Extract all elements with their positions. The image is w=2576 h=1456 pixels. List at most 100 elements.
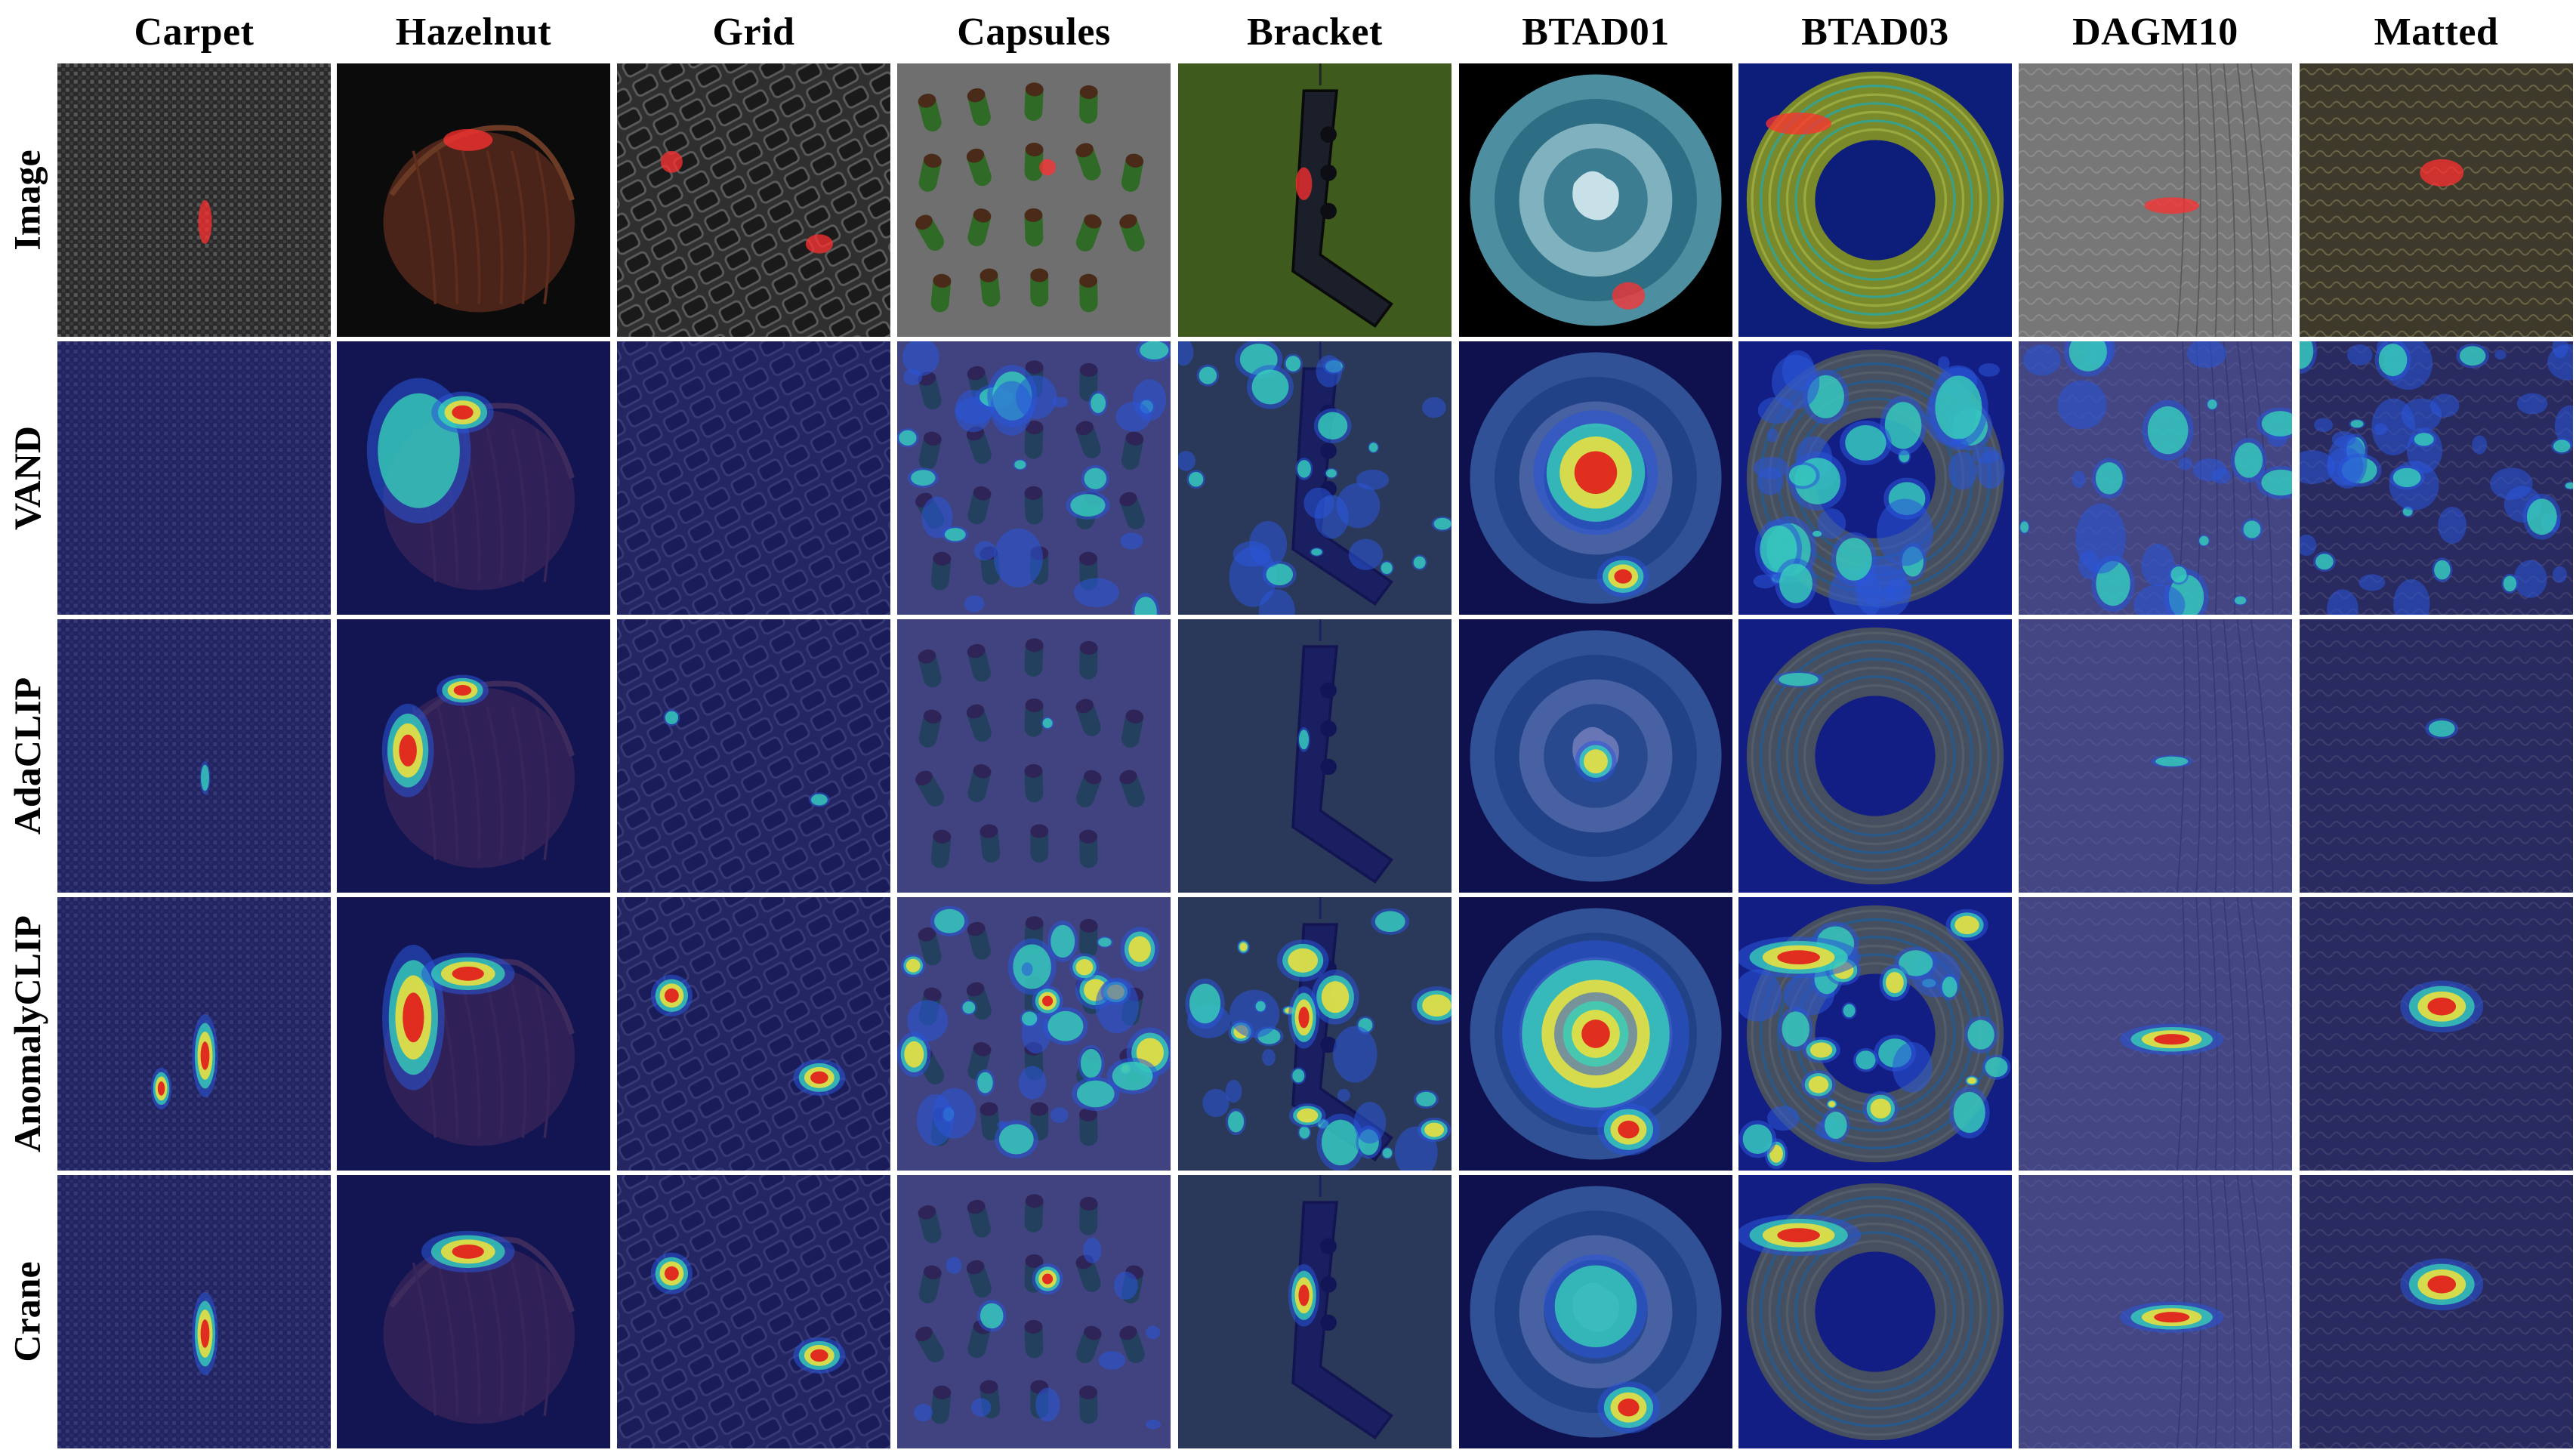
input-image-bracket (1178, 63, 1452, 337)
cell-adaclip-dagm10 (2019, 619, 2292, 893)
anomaly-map-grid (617, 1175, 890, 1448)
column-header-btad01: BTAD01 (1522, 10, 1670, 54)
cell-vand-capsules (897, 341, 1171, 615)
anomaly-map-btad03 (1738, 619, 2012, 893)
input-image-dagm10 (2019, 63, 2292, 337)
input-image-btad01 (1459, 63, 1732, 337)
anomaly-map-btad03 (1738, 341, 2012, 615)
cell-adaclip-btad01 (1459, 619, 1732, 893)
cell-image-grid (617, 63, 890, 337)
anomaly-map-capsules (897, 619, 1171, 893)
cell-image-matted (2300, 63, 2573, 337)
cell-image-capsules (897, 63, 1171, 337)
cell-adaclip-matted (2300, 619, 2573, 893)
anomaly-map-dagm10 (2019, 619, 2292, 893)
cell-crane-btad03 (1738, 1175, 2012, 1448)
cell-anomalyclip-btad01 (1459, 897, 1732, 1171)
row-label-text: Crane (6, 1261, 48, 1362)
anomaly-map-btad01 (1459, 897, 1732, 1171)
cell-anomalyclip-btad03 (1738, 897, 2012, 1171)
cell-vand-hazelnut (337, 341, 610, 615)
input-image-btad03 (1738, 63, 2012, 337)
input-image-grid (617, 63, 890, 337)
anomaly-map-btad01 (1459, 341, 1732, 615)
input-image-capsules (897, 63, 1171, 337)
cell-image-btad01 (1459, 63, 1732, 337)
anomaly-map-capsules (897, 1175, 1171, 1448)
cell-crane-dagm10 (2019, 1175, 2292, 1448)
row-label-anomalyclip: AnomalyCLIP (0, 897, 54, 1171)
anomaly-map-dagm10 (2019, 897, 2292, 1171)
cell-crane-hazelnut (337, 1175, 610, 1448)
anomaly-map-matted (2300, 1175, 2573, 1448)
anomaly-map-btad03 (1738, 897, 2012, 1171)
cell-vand-btad03 (1738, 341, 2012, 615)
column-header-hazelnut: Hazelnut (395, 10, 552, 54)
anomaly-map-matted (2300, 897, 2573, 1171)
cell-crane-matted (2300, 1175, 2573, 1448)
column-header-capsules: Capsules (957, 10, 1111, 54)
input-image-matted (2300, 63, 2573, 337)
cell-image-btad03 (1738, 63, 2012, 337)
cell-crane-capsules (897, 1175, 1171, 1448)
row-label-text: AnomalyCLIP (6, 915, 49, 1152)
anomaly-map-bracket (1178, 619, 1452, 893)
cell-adaclip-btad03 (1738, 619, 2012, 893)
cell-crane-grid (617, 1175, 890, 1448)
cell-vand-carpet (57, 341, 331, 615)
input-image-carpet (57, 63, 331, 337)
anomaly-map-hazelnut (337, 897, 610, 1171)
cell-crane-bracket (1178, 1175, 1452, 1448)
anomaly-map-grid (617, 897, 890, 1171)
cell-vand-bracket (1178, 341, 1452, 615)
cell-adaclip-hazelnut (337, 619, 610, 893)
anomaly-map-hazelnut (337, 619, 610, 893)
cell-anomalyclip-bracket (1178, 897, 1452, 1171)
cell-image-bracket (1178, 63, 1452, 337)
row-label-text: AdaCLIP (6, 677, 48, 835)
cell-anomalyclip-capsules (897, 897, 1171, 1171)
anomaly-map-capsules (897, 341, 1171, 615)
column-header-btad03: BTAD03 (1801, 10, 1949, 54)
anomaly-map-hazelnut (337, 341, 610, 615)
cell-vand-btad01 (1459, 341, 1732, 615)
column-header-bracket: Bracket (1247, 10, 1383, 54)
column-header-carpet: Carpet (134, 10, 255, 54)
cell-anomalyclip-dagm10 (2019, 897, 2292, 1171)
cell-crane-btad01 (1459, 1175, 1732, 1448)
row-label-crane: Crane (0, 1175, 54, 1448)
cell-vand-dagm10 (2019, 341, 2292, 615)
cell-vand-matted (2300, 341, 2573, 615)
anomaly-map-capsules (897, 897, 1171, 1171)
cell-image-carpet (57, 63, 331, 337)
cell-vand-grid (617, 341, 890, 615)
anomaly-map-bracket (1178, 897, 1452, 1171)
input-image-hazelnut (337, 63, 610, 337)
anomaly-map-bracket (1178, 341, 1452, 615)
column-header-grid: Grid (712, 10, 795, 54)
cell-anomalyclip-carpet (57, 897, 331, 1171)
anomaly-map-matted (2300, 341, 2573, 615)
cell-anomalyclip-grid (617, 897, 890, 1171)
cell-image-hazelnut (337, 63, 610, 337)
anomaly-map-btad03 (1738, 1175, 2012, 1448)
column-header-dagm10: DAGM10 (2072, 10, 2238, 54)
column-header-matted: Matted (2374, 10, 2499, 54)
anomaly-map-carpet (57, 1175, 331, 1448)
anomaly-map-carpet (57, 619, 331, 893)
anomaly-map-btad01 (1459, 619, 1732, 893)
cell-adaclip-grid (617, 619, 890, 893)
cell-adaclip-carpet (57, 619, 331, 893)
cell-anomalyclip-hazelnut (337, 897, 610, 1171)
anomaly-map-carpet (57, 341, 331, 615)
cell-adaclip-bracket (1178, 619, 1452, 893)
cell-image-dagm10 (2019, 63, 2292, 337)
row-label-image: Image (0, 63, 54, 337)
anomaly-map-carpet (57, 897, 331, 1171)
cell-anomalyclip-matted (2300, 897, 2573, 1171)
anomaly-map-dagm10 (2019, 341, 2292, 615)
anomaly-map-bracket (1178, 1175, 1452, 1448)
anomaly-map-hazelnut (337, 1175, 610, 1448)
row-label-adaclip: AdaCLIP (0, 619, 54, 893)
